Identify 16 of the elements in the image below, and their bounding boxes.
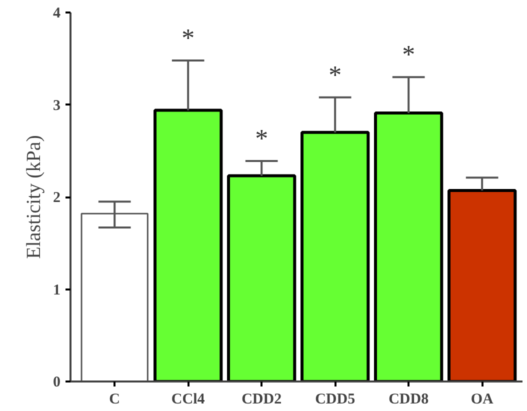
x-tick-label: CDD5 — [315, 392, 356, 408]
y-tick-label: 1 — [53, 282, 60, 298]
y-tick-label: 2 — [53, 190, 60, 206]
y-tick-label: 3 — [53, 98, 60, 114]
x-tick-label: OA — [470, 392, 494, 408]
y-tick-label: 0 — [53, 374, 60, 390]
x-tick-label: C — [109, 392, 120, 408]
annotation: * — [328, 60, 342, 90]
x-tick-label: CDD8 — [388, 392, 429, 408]
annotation: * — [182, 23, 195, 52]
annotation: * — [402, 40, 416, 70]
y-axis-title: Elasticity (kPa) — [23, 135, 45, 259]
x-tick-label: CDD2 — [242, 392, 282, 408]
y-tick-label: 4 — [53, 6, 61, 22]
annotation: * — [255, 124, 268, 154]
x-tick-label: CCl4 — [171, 392, 206, 408]
